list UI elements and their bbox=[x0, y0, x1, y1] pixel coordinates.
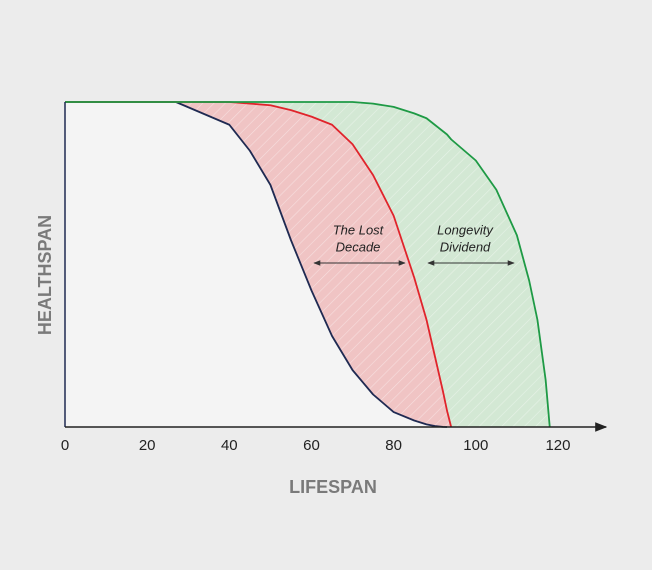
area bbox=[65, 102, 448, 427]
lines bbox=[65, 101, 551, 428]
series-line bbox=[65, 101, 448, 428]
annotation-text: The Lost bbox=[333, 222, 385, 237]
areas bbox=[65, 102, 550, 427]
x-tick-label: 60 bbox=[303, 437, 320, 454]
y-axis-title: HEALTHSPAN bbox=[35, 215, 55, 335]
annotation: Longevity Dividend bbox=[427, 222, 515, 266]
annotation-text: Dividend bbox=[440, 239, 491, 254]
annotation-text: Decade bbox=[336, 239, 381, 254]
x-tick-label: 20 bbox=[139, 437, 156, 454]
x-tick-label: 100 bbox=[463, 437, 488, 454]
annotation: The Lost Decade bbox=[313, 222, 406, 266]
x-tick-label: 80 bbox=[385, 437, 402, 454]
series-line bbox=[65, 101, 551, 428]
x-tick-label: 40 bbox=[221, 437, 238, 454]
x-tick-label: 0 bbox=[61, 437, 69, 454]
annotation-text: Longevity bbox=[437, 222, 494, 237]
x-axis-title: LIFESPAN bbox=[289, 477, 377, 497]
series-line bbox=[65, 101, 453, 428]
x-tick-label: 120 bbox=[545, 437, 570, 454]
